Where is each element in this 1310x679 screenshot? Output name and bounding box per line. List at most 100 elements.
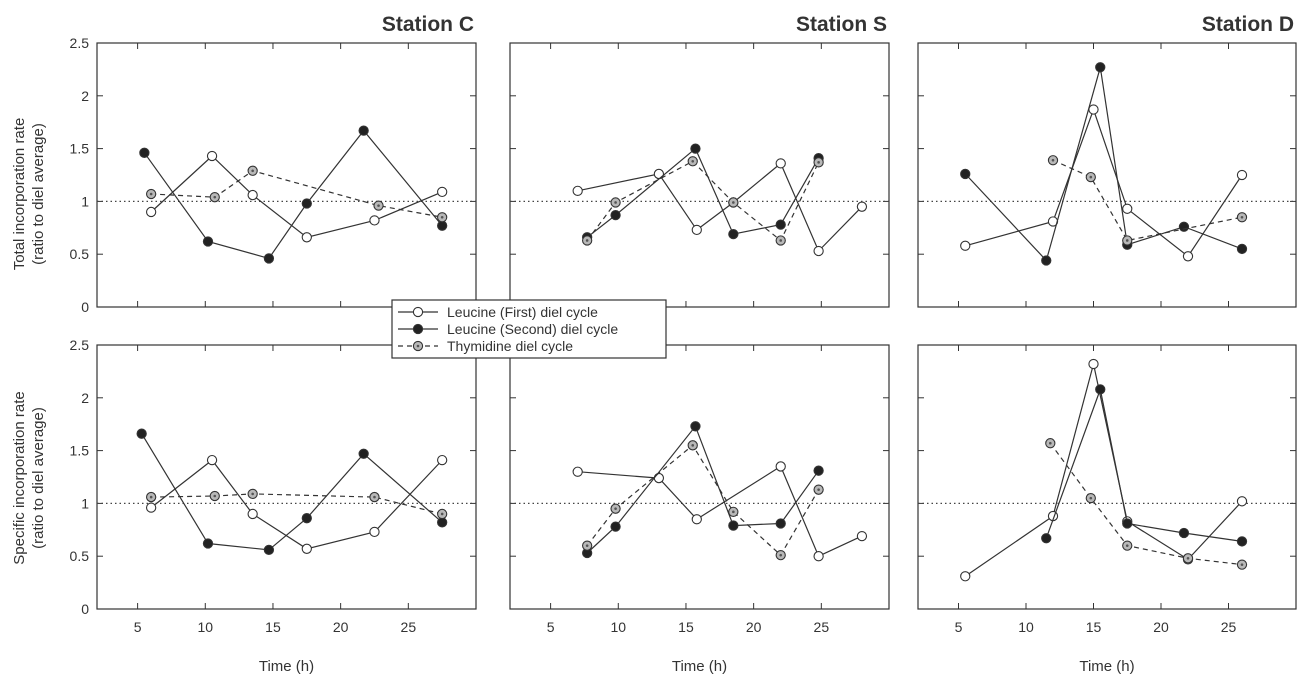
data-point-thymidine-dot [614, 507, 617, 510]
data-point-leucine-second [1178, 221, 1190, 232]
data-point-leucine-first [775, 461, 786, 472]
data-point-leucine-first [813, 245, 824, 257]
x-tick-label: 10 [610, 619, 626, 635]
data-point-leucine-second [1236, 536, 1248, 547]
station-title: Station D [1202, 13, 1294, 36]
data-point-thymidine-dot [251, 492, 254, 496]
data-point-leucine-second [437, 517, 448, 528]
data-point-thymidine-dot [779, 553, 783, 557]
y-tick-label: 2 [81, 390, 89, 406]
plot-frame [917, 42, 1297, 308]
data-point-thymidine-dot [1125, 544, 1129, 547]
data-point-thymidine-dot [213, 494, 217, 498]
data-point-leucine-first [856, 530, 868, 542]
y-tick-label: 1.5 [70, 443, 90, 459]
data-point-leucine-second [1095, 384, 1106, 395]
plot-frame [96, 42, 477, 308]
series-line-leucine-first [965, 107, 1243, 258]
station-title: Station C [382, 13, 474, 36]
y-axis-title-top-line2: (ratio to diel average) [30, 123, 47, 265]
data-point-leucine-first [691, 514, 702, 525]
x-tick-label: 25 [814, 619, 830, 635]
data-point-leucine-second [202, 236, 214, 247]
data-point-thymidine-dot [440, 215, 444, 219]
y-axis-title-bottom-line1: Specific incorporation rate [11, 391, 28, 564]
data-point-leucine-second [437, 220, 448, 231]
data-point-thymidine-dot [1240, 215, 1244, 219]
y-tick-label: 0.5 [70, 548, 90, 564]
data-point-leucine-second [301, 513, 312, 524]
y-axis-title-bottom-line2: (ratio to diel average) [30, 407, 47, 549]
panel-station-s-total: Station S [509, 13, 890, 308]
x-tick-label: 20 [333, 619, 349, 635]
y-tick-label: 2.5 [70, 35, 90, 51]
x-tick-label: 5 [955, 619, 963, 635]
data-point-thymidine-dot [1125, 239, 1129, 242]
data-point-leucine-second [775, 518, 786, 529]
data-point-thymidine-dot [1049, 441, 1052, 445]
data-point-leucine-first [691, 224, 702, 236]
data-point-leucine-second [690, 421, 701, 432]
plot-frame [917, 344, 1297, 610]
data-point-leucine-first [301, 543, 312, 554]
x-tick-label: 20 [746, 619, 762, 635]
y-tick-label: 0.5 [70, 246, 90, 262]
data-point-thymidine-dot [585, 239, 589, 242]
data-point-thymidine-dot [614, 201, 617, 204]
data-point-leucine-first [145, 206, 157, 218]
panel-station-s-specific: 5 10 15 20 25 Time (h) [509, 344, 890, 675]
data-point-leucine-second [1095, 62, 1106, 73]
data-point-leucine-first [856, 201, 868, 212]
panel-station-c-specific: 0 0.5 1 1.5 2 2.5 5 10 15 20 25 Time (h) [70, 337, 477, 675]
data-point-leucine-second [1178, 527, 1190, 539]
data-point-leucine-first [247, 508, 258, 520]
data-point-leucine-second [301, 198, 312, 209]
panel-station-c-total: 0 0.5 1 1.5 2 2.5 Station C [70, 13, 477, 315]
data-point-thymidine-dot [213, 195, 217, 199]
data-point-leucine-first [1236, 496, 1248, 507]
legend-marker-thymidine-dot [416, 344, 420, 348]
data-point-leucine-first [813, 551, 824, 562]
x-tick-label: 5 [134, 619, 142, 635]
x-tick-label: 5 [547, 619, 555, 635]
data-point-leucine-first [206, 150, 218, 162]
data-point-leucine-first [960, 571, 971, 582]
data-point-leucine-second [610, 209, 621, 221]
data-point-leucine-first [572, 466, 583, 477]
x-axis-title: Time (h) [1079, 658, 1134, 675]
data-point-thymidine-dot [817, 161, 820, 164]
series-line-leucine-second [964, 67, 1243, 262]
data-point-leucine-second [728, 520, 739, 531]
x-tick-label: 25 [1221, 619, 1237, 635]
data-point-thymidine-dot [1186, 557, 1190, 560]
series-line-thymidine [586, 444, 820, 557]
series-line-thymidine [1049, 442, 1243, 566]
data-point-leucine-first [437, 454, 448, 466]
y-tick-label: 1 [81, 495, 89, 511]
legend-marker-leucine-first [412, 306, 424, 318]
y-tick-label: 2 [81, 88, 89, 104]
data-point-leucine-second [202, 538, 214, 549]
x-tick-label: 15 [1086, 619, 1102, 635]
x-tick-label: 15 [265, 619, 281, 635]
data-point-leucine-first [1236, 169, 1248, 181]
data-point-leucine-first [1088, 104, 1099, 115]
data-point-thymidine-dot [585, 544, 589, 547]
series-line-leucine-first [150, 459, 443, 550]
data-point-thymidine-dot [149, 192, 153, 196]
data-point-leucine-second [690, 143, 701, 154]
data-point-thymidine-dot [149, 495, 153, 499]
legend-label-leucine-second: Leucine (Second) diel cycle [447, 321, 618, 337]
data-point-leucine-first [1122, 203, 1133, 214]
series-line-leucine-first [150, 155, 443, 238]
x-tick-label: 15 [678, 619, 694, 635]
plot-frame [509, 42, 890, 308]
data-point-leucine-second [813, 465, 824, 476]
data-point-leucine-first [960, 240, 971, 251]
data-point-leucine-first [1182, 251, 1194, 262]
series-line-leucine-first [577, 465, 863, 558]
data-point-leucine-first [775, 158, 786, 169]
data-point-leucine-second [728, 228, 739, 240]
